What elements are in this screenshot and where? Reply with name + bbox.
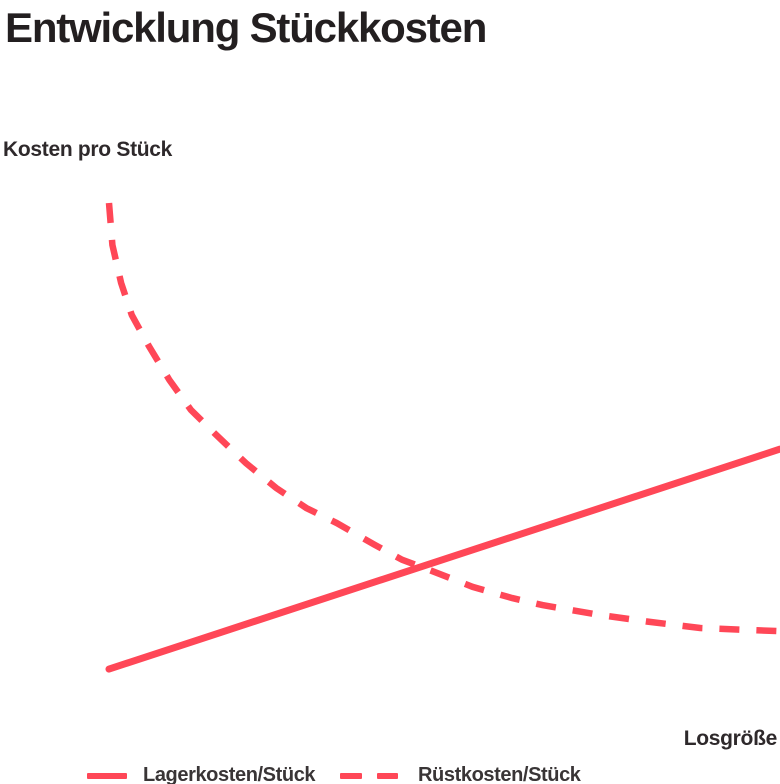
ruestkosten-dashed-curve — [105, 202, 780, 635]
legend-item-ruestkosten: Rüstkosten/Stück — [340, 762, 581, 784]
legend-item-lagerkosten: Lagerkosten/Stück — [87, 762, 316, 784]
dash-gap — [362, 773, 377, 779]
lagerkosten-solid-line — [105, 445, 780, 673]
y-axis-label: Kosten pro Stück — [3, 138, 173, 161]
solid-line-sample — [87, 773, 127, 779]
legend-dashed-line-swatch — [340, 763, 398, 784]
chart-title: Entwicklung Stückkosten — [5, 4, 487, 51]
legend-label-lagerkosten: Lagerkosten/Stück — [143, 764, 316, 784]
dash-sample — [377, 773, 398, 779]
legend-solid-line-swatch — [87, 763, 127, 784]
dash-sample — [340, 773, 362, 779]
x-axis-label: Losgröße — [683, 727, 778, 750]
legend-label-ruestkosten: Rüstkosten/Stück — [418, 764, 581, 784]
